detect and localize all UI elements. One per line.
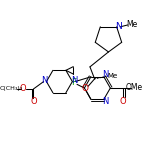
Text: C(CH₃)₃: C(CH₃)₃	[0, 86, 23, 92]
Text: O: O	[120, 97, 127, 105]
Text: N: N	[102, 71, 109, 79]
Text: N: N	[115, 22, 122, 31]
Text: OMe: OMe	[126, 83, 143, 92]
Text: N: N	[71, 76, 77, 85]
Text: F: F	[71, 78, 76, 87]
Text: N: N	[41, 76, 48, 85]
Text: Me: Me	[107, 73, 117, 79]
Text: O: O	[20, 85, 27, 93]
Text: N: N	[102, 97, 109, 106]
Text: O: O	[30, 97, 37, 106]
Text: Me: Me	[126, 20, 137, 29]
Text: O: O	[82, 84, 89, 93]
